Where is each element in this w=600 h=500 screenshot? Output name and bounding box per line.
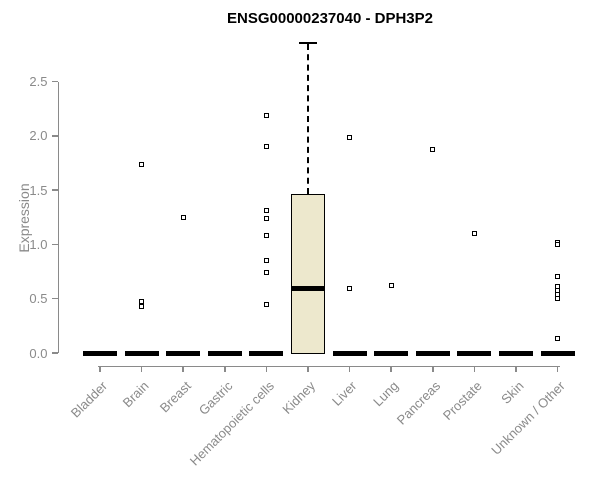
x-tick-label: Gastric: [195, 378, 236, 418]
x-axis-tick: [307, 365, 309, 372]
y-tick-label: 0.0: [29, 345, 48, 361]
x-tick-label: Pancreas: [393, 378, 444, 428]
flat-box-breast: [166, 350, 201, 356]
upper-whisker: [307, 44, 309, 195]
flat-box-pancreas: [415, 350, 450, 356]
x-tick-label: Unknown / Other: [488, 378, 568, 458]
outlier-point: [180, 214, 186, 220]
x-tick-label: Bladder: [68, 378, 111, 421]
x-axis-tick: [473, 365, 476, 372]
x-axis-tick: [182, 365, 184, 372]
x-axis-tick: [556, 365, 559, 372]
y-axis-tick: [51, 243, 58, 246]
x-axis-tick: [390, 365, 392, 372]
y-axis-line: [57, 81, 59, 353]
y-tick-label: 0.5: [29, 291, 48, 307]
x-axis-tick: [224, 365, 226, 372]
outlier-point: [555, 241, 561, 247]
outlier-point: [388, 283, 394, 289]
y-tick-label: 2.0: [29, 128, 48, 144]
outlier-point: [263, 144, 269, 150]
y-axis-tick: [51, 352, 58, 354]
flat-box-brain: [124, 350, 159, 356]
x-axis-tick: [265, 365, 268, 372]
y-axis-tick: [51, 297, 58, 300]
outlier-point: [555, 336, 561, 342]
flat-box-prostate: [457, 350, 492, 356]
outlier-point: [263, 208, 269, 214]
outlier-point: [263, 301, 269, 307]
outlier-point: [471, 231, 477, 237]
outlier-point: [139, 161, 145, 167]
x-axis-tick: [515, 365, 517, 372]
whisker-cap: [299, 42, 317, 45]
outlier-point: [555, 296, 561, 302]
chart-title: ENSG00000237040 - DPH3P2: [227, 10, 433, 27]
outlier-point: [347, 286, 353, 292]
outlier-point: [263, 270, 269, 276]
x-axis-tick: [140, 365, 143, 372]
outlier-point: [263, 215, 269, 221]
flat-box-lung: [374, 350, 409, 356]
y-tick-label: 2.5: [29, 74, 48, 89]
outlier-point: [263, 258, 269, 264]
x-tick-label: Kidney: [279, 378, 319, 417]
x-tick-label: Liver: [329, 378, 360, 409]
flat-box-liver: [332, 350, 367, 356]
x-axis-tick: [432, 365, 434, 372]
x-tick-label: Breast: [156, 378, 194, 416]
x-tick-label: Skin: [497, 378, 527, 407]
median-line: [291, 286, 325, 292]
y-tick-label: 1.0: [29, 236, 48, 252]
flat-box-skin: [499, 350, 533, 356]
y-tick-label: 1.5: [29, 182, 48, 198]
flat-box-gastric: [207, 350, 242, 356]
flat-box-unknown-other: [540, 350, 575, 356]
x-axis-tick: [348, 365, 351, 372]
x-tick-label: Prostate: [439, 378, 485, 424]
flat-box-hematopoietic-cells: [249, 350, 284, 356]
outlier-point: [347, 135, 353, 141]
outlier-point: [555, 274, 561, 280]
outlier-point: [263, 112, 269, 118]
outlier-point: [139, 303, 145, 309]
box-kidney: [291, 194, 325, 354]
x-axis-line: [98, 365, 560, 367]
x-tick-label: Brain: [119, 378, 152, 411]
flat-box-bladder: [83, 350, 117, 356]
x-tick-label: Lung: [370, 378, 402, 410]
outlier-point: [263, 233, 269, 239]
outlier-point: [430, 147, 436, 153]
y-axis-tick: [51, 189, 58, 191]
y-axis-tick: [51, 135, 58, 137]
y-axis-tick: [51, 80, 58, 83]
x-axis-tick: [99, 365, 101, 372]
